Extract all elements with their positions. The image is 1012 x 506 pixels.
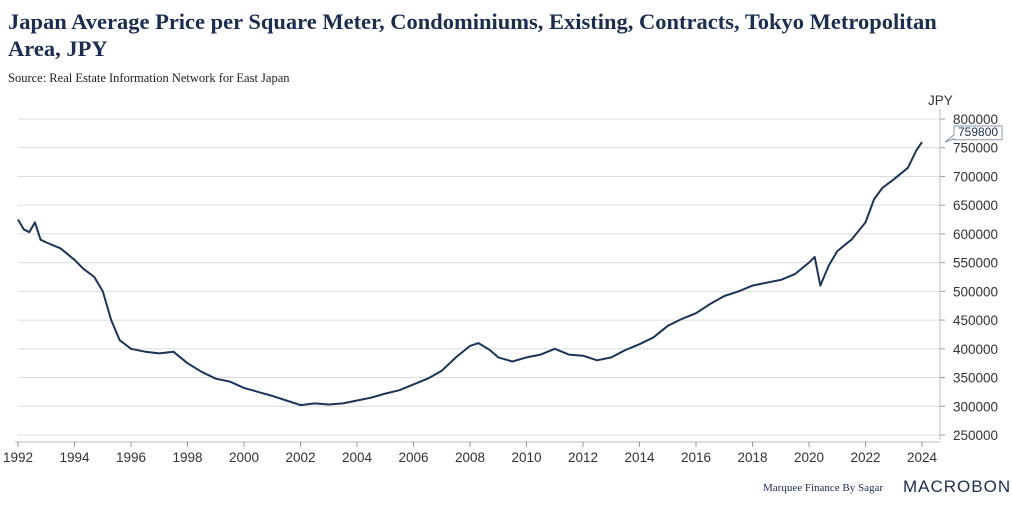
last-value-callout [944, 125, 1003, 143]
y-tick-label: 250000 [953, 428, 998, 443]
x-tick-label: 2018 [737, 450, 767, 465]
x-tick-label: 2004 [342, 450, 373, 465]
x-tick-label: 2002 [285, 450, 315, 465]
x-tick-label: 2014 [624, 450, 655, 465]
y-tick-label: 350000 [953, 371, 998, 386]
y-tick-label: 800000 [953, 112, 998, 127]
x-tick-label: 2016 [681, 450, 711, 465]
x-tick-label: 1994 [59, 450, 90, 465]
x-tick-label: 2008 [455, 450, 485, 465]
x-tick-label: 2010 [511, 450, 541, 465]
x-tick-label: 2006 [398, 450, 428, 465]
y-tick-label: 700000 [953, 169, 998, 184]
credit-text: Marquee Finance By Sagar [763, 482, 884, 494]
chart-title: Japan Average Price per Square Meter, Co… [8, 9, 937, 61]
y-tick-label: 550000 [953, 256, 998, 271]
y-tick-label: 450000 [953, 313, 998, 328]
y-tick-label: 400000 [953, 342, 998, 357]
y-tick-label: 650000 [953, 198, 998, 213]
y-tick-label: 300000 [953, 399, 998, 414]
y-tick-label: 750000 [953, 141, 998, 156]
price-series-line [17, 141, 923, 407]
x-tick-label: 2024 [907, 450, 938, 465]
y-axis-label: JPY [928, 93, 953, 108]
y-tick-label: 500000 [953, 284, 998, 299]
x-tick-label: 2012 [568, 450, 598, 465]
x-tick-label: 2000 [229, 450, 259, 465]
y-tick-label: 600000 [953, 227, 998, 242]
x-tick-label: 1992 [3, 450, 33, 465]
x-tick-label: 1998 [172, 450, 202, 465]
macrobond-logo: MACROBOND [903, 477, 1012, 496]
x-tick-label: 1996 [116, 450, 146, 465]
x-tick-label: 2020 [794, 450, 824, 465]
last-value-label: 759800 [958, 125, 998, 139]
x-tick-label: 2022 [850, 450, 880, 465]
chart-subtitle: Source: Real Estate Information Network … [8, 71, 290, 85]
